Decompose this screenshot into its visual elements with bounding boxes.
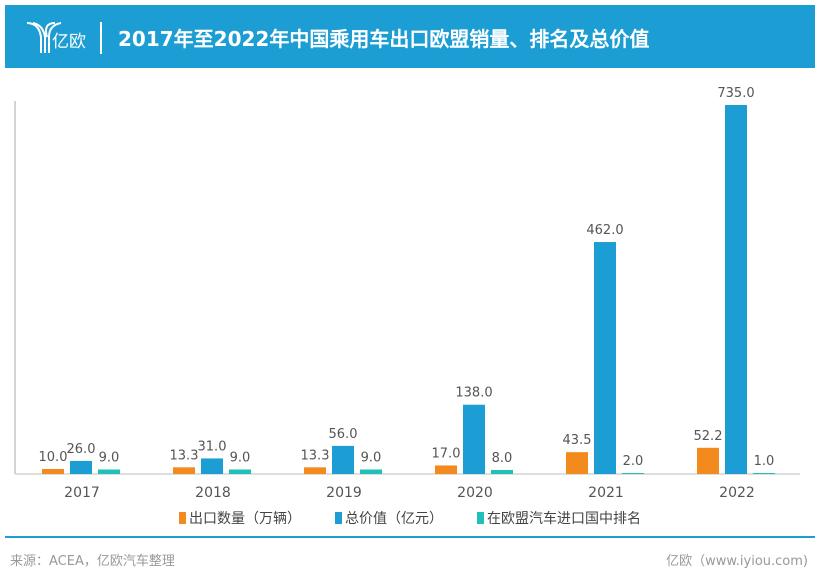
x-tick-label: 2022 — [719, 485, 755, 500]
bar — [332, 445, 354, 474]
x-tick-label: 2018 — [195, 485, 231, 500]
x-tick-label: 2020 — [457, 485, 493, 500]
data-label: 8.0 — [492, 451, 513, 466]
data-label: 138.0 — [455, 386, 492, 401]
bar — [491, 469, 513, 474]
x-tick-label: 2021 — [588, 485, 624, 500]
data-label: 13.3 — [170, 448, 199, 463]
bar — [622, 472, 644, 474]
legend-swatch — [179, 512, 186, 524]
data-label: 52.2 — [694, 429, 723, 444]
data-label: 2.0 — [623, 454, 644, 469]
bar — [697, 447, 719, 474]
data-label: 9.0 — [361, 450, 382, 465]
data-label: 17.0 — [432, 446, 461, 461]
data-label: 462.0 — [586, 223, 623, 238]
bar — [360, 469, 382, 474]
bar — [435, 465, 457, 474]
legend-swatch — [477, 512, 484, 524]
data-label: 9.0 — [99, 450, 120, 465]
data-label: 26.0 — [67, 442, 96, 457]
logo-text: 亿欧 — [52, 32, 86, 52]
data-label: 10.0 — [39, 450, 68, 465]
data-label: 56.0 — [329, 427, 358, 442]
bar — [725, 105, 747, 474]
data-label: 13.3 — [301, 448, 330, 463]
x-tick-label: 2017 — [64, 485, 100, 500]
data-label: 31.0 — [198, 439, 227, 454]
legend-label: 在欧盟汽车进口国中排名 — [487, 511, 641, 527]
header-banner: 亿欧 2017年至2022年中国乘用车出口欧盟销量、排名及总价值 — [5, 5, 815, 68]
footer-divider — [5, 536, 815, 538]
x-tick-label: 2019 — [326, 485, 362, 500]
page-title: 2017年至2022年中国乘用车出口欧盟销量、排名及总价值 — [118, 27, 650, 51]
legend-label: 出口数量（万辆） — [189, 511, 301, 527]
legend-swatch — [335, 512, 342, 524]
bar-chart: 201710.026.09.0201813.331.09.0201913.356… — [14, 86, 800, 500]
data-label: 43.5 — [563, 433, 592, 448]
legend: 出口数量（万辆） 总价值（亿元） 在欧盟汽车进口国中排名 — [0, 508, 820, 528]
bar — [201, 458, 223, 474]
legend-label: 总价值（亿元） — [345, 511, 443, 527]
data-label: 1.0 — [754, 454, 775, 469]
data-label: 735.0 — [717, 86, 754, 101]
header-divider — [100, 22, 102, 54]
bar — [173, 467, 195, 474]
bar — [98, 469, 120, 474]
legend-item-export-volume: 出口数量（万辆） — [179, 508, 301, 528]
bar — [229, 469, 251, 474]
bar — [463, 404, 485, 474]
source-note: 来源：ACEA，亿欧汽车整理 — [10, 554, 175, 569]
site-credit: 亿欧（www.iyiou.com) — [666, 554, 808, 569]
legend-item-total-value: 总价值（亿元） — [335, 508, 443, 528]
bar — [70, 460, 92, 474]
data-label: 9.0 — [230, 450, 251, 465]
bar — [566, 452, 588, 474]
bar — [594, 242, 616, 474]
yiou-logo-icon — [26, 22, 62, 53]
legend-item-eu-rank: 在欧盟汽车进口国中排名 — [477, 508, 641, 528]
bar — [304, 467, 326, 474]
bar — [753, 473, 775, 474]
bar — [42, 468, 64, 474]
